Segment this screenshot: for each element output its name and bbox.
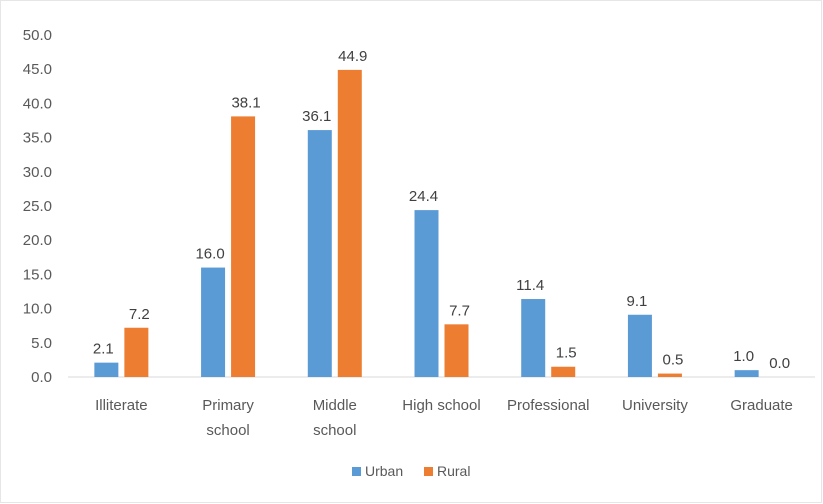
bar-rural (231, 116, 256, 378)
data-label: 9.1 (626, 293, 647, 310)
data-label: 44.9 (338, 48, 367, 65)
category-label: High school (402, 397, 480, 414)
category-label: University (622, 397, 688, 414)
bar-rural (551, 366, 576, 377)
y-tick-label: 15.0 (23, 266, 52, 283)
bar-rural (124, 327, 149, 377)
y-tick-label: 40.0 (23, 95, 52, 112)
data-label: 0.0 (769, 355, 790, 372)
bar-urban (307, 130, 332, 377)
category-label: school (206, 422, 249, 439)
y-tick-label: 10.0 (23, 301, 52, 318)
category-label: Professional (507, 397, 590, 414)
y-tick-label: 45.0 (23, 61, 52, 78)
bar-urban (94, 362, 119, 377)
data-label: 24.4 (409, 188, 438, 205)
legend-label: Urban (365, 463, 403, 479)
data-label: 11.4 (516, 277, 544, 294)
legend-label: Rural (437, 463, 470, 479)
bar-urban (521, 299, 546, 377)
y-tick-label: 5.0 (31, 335, 52, 352)
data-label: 7.7 (449, 302, 470, 319)
data-label: 16.0 (195, 246, 224, 263)
category-label: Graduate (730, 397, 793, 414)
bar-urban (201, 267, 226, 377)
y-tick-label: 25.0 (23, 198, 52, 215)
y-tick-label: 50.0 (23, 27, 52, 44)
category-label: school (313, 422, 356, 439)
data-label: 0.5 (662, 352, 683, 369)
bar-rural (337, 69, 362, 377)
legend-swatch-urban (352, 467, 361, 476)
bar-urban (734, 370, 759, 377)
data-label: 1.0 (733, 348, 754, 365)
y-tick-label: 35.0 (23, 130, 52, 147)
data-label: 36.1 (302, 108, 331, 125)
y-tick-label: 30.0 (23, 164, 52, 181)
y-tick-label: 20.0 (23, 232, 52, 249)
data-label: 2.1 (93, 341, 114, 358)
category-label: Primary (202, 397, 254, 414)
data-label: 7.2 (129, 306, 150, 323)
data-label: 38.1 (231, 94, 260, 111)
category-label: Middle (313, 397, 357, 414)
bar-urban (414, 210, 439, 377)
data-label: 1.5 (556, 345, 577, 362)
legend-swatch-rural (424, 467, 433, 476)
bar-rural (657, 373, 682, 377)
bar-urban (627, 314, 652, 377)
bar-rural (444, 324, 469, 377)
y-tick-label: 0.0 (31, 369, 52, 386)
category-label: Illiterate (95, 397, 148, 414)
